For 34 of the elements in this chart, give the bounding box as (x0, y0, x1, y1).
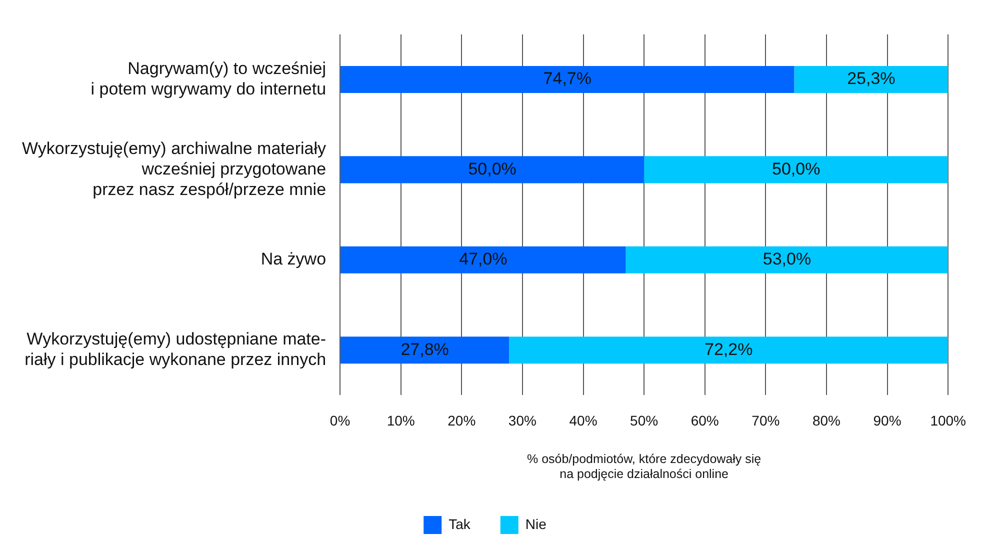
data-label: 50,0% (468, 159, 516, 178)
bar (644, 156, 948, 184)
data-label: 47,0% (459, 250, 508, 269)
x-tick-label: 100% (930, 412, 966, 428)
bar (340, 336, 510, 364)
bar (509, 336, 948, 364)
bar (794, 66, 948, 94)
bar (626, 246, 948, 274)
x-axis-title: % osób/podmiotów, które zdecydowały się na podjęcie działalności online (526, 452, 762, 481)
data-label: 50,0% (772, 159, 820, 178)
x-tick-label: 60% (690, 412, 719, 428)
x-tick-label: 40% (569, 412, 598, 428)
y-tick-label: Wykorzystuję(emy) archiwalne materiały wcześniej przygotowane przez nasz zespół/przeze mnie (22, 138, 327, 199)
x-tick-label: 10% (386, 412, 415, 428)
bar (340, 246, 626, 274)
x-tick-label: 30% (508, 412, 536, 428)
x-tick-label: 50% (630, 412, 658, 428)
y-tick-label: Wykorzystuję(emy) udostępniane mate- riały i publikacje wykonane przez innych (24, 330, 326, 369)
y-tick-label: Nagrywam(y) to wcześniej i potem wgrywamy do internetu (90, 58, 326, 98)
data-label: 72,2% (704, 340, 753, 359)
data-label: 25,3% (847, 69, 896, 88)
x-tick-label: 80% (812, 412, 840, 428)
x-tick-label: 70% (752, 412, 780, 428)
y-tick-label: Na żywo (260, 250, 326, 269)
bar (340, 66, 794, 94)
data-label: 53,0% (762, 250, 812, 269)
x-tick-label: 90% (873, 412, 902, 428)
bar (340, 156, 644, 184)
data-label: 74,7% (543, 69, 592, 88)
legend-label: Nie (525, 516, 547, 532)
data-label: 27,8% (400, 340, 449, 359)
x-tick-label: 20% (448, 412, 476, 428)
x-tick-label: 0% (330, 412, 350, 428)
legend-label: Tak (448, 516, 472, 532)
